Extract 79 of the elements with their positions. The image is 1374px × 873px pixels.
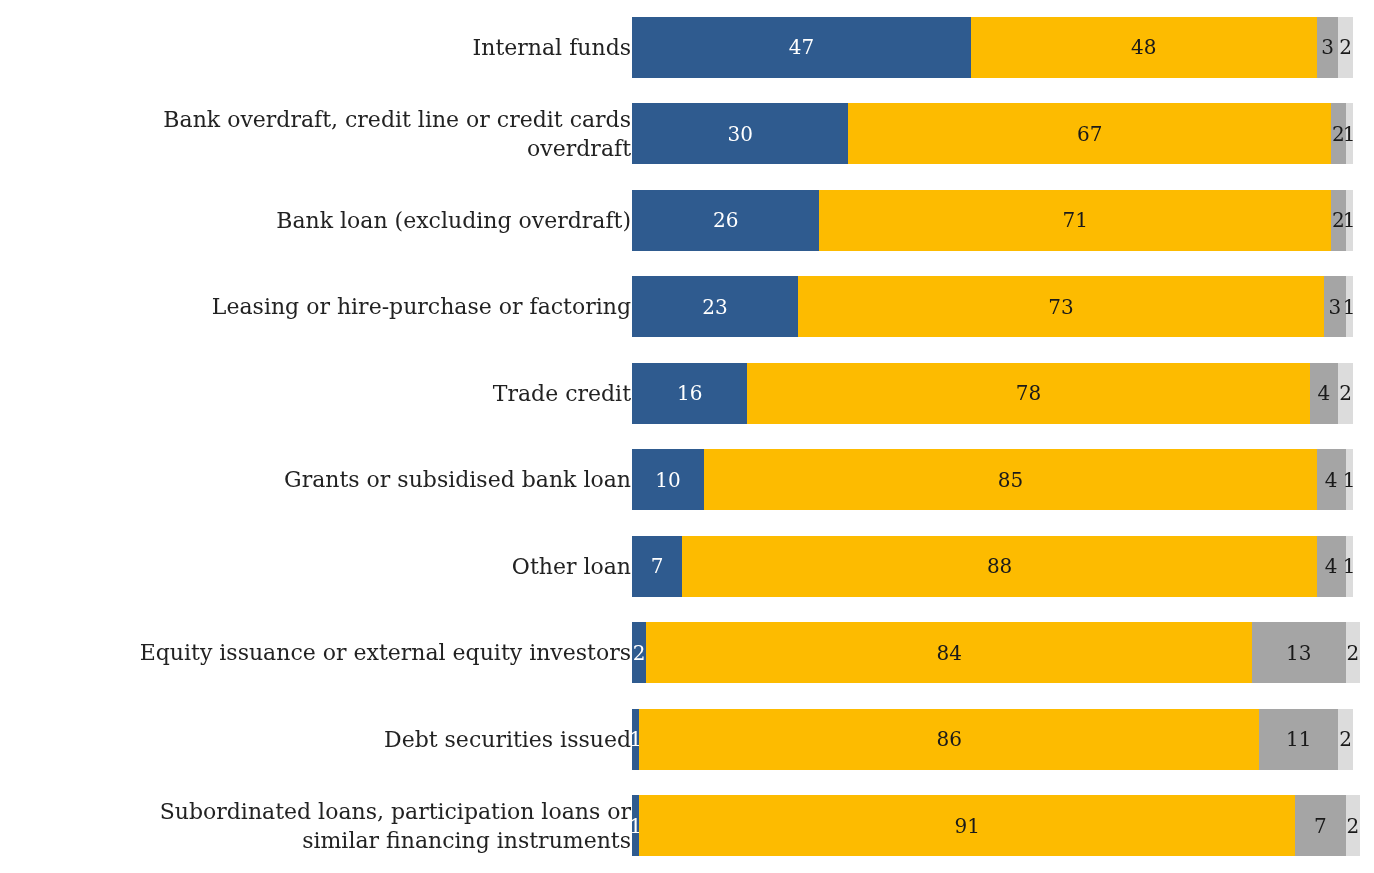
- data-label: 2: [1332, 208, 1345, 233]
- data-label: 1: [629, 813, 642, 838]
- bar: [646, 622, 1252, 684]
- data-label: 2: [1339, 727, 1352, 752]
- data-label: 7: [1313, 813, 1327, 838]
- bar: [848, 103, 1332, 165]
- bar: [632, 362, 748, 424]
- data-label: 23: [702, 294, 728, 319]
- data-label: 88: [986, 554, 1013, 579]
- data-label: 7: [650, 554, 664, 579]
- data-label: 13: [1286, 640, 1312, 665]
- bar: [639, 795, 1296, 857]
- data-label: 4: [1324, 467, 1338, 492]
- data-label: 78: [1015, 381, 1042, 406]
- data-label: 2: [1339, 381, 1352, 406]
- y-tick-label: Internal funds: [472, 34, 631, 60]
- y-tick-label: Bank overdraft, credit line or credit cards overdraft: [163, 107, 632, 161]
- data-label: 11: [1286, 727, 1312, 752]
- y-tick-label: Equity issuance or external equity investors: [139, 640, 631, 666]
- data-label: 1: [1342, 121, 1356, 146]
- bar: [1259, 708, 1339, 770]
- data-label: 16: [676, 381, 703, 406]
- bar: [632, 16, 971, 78]
- data-label: 30: [727, 121, 753, 146]
- bar: [682, 535, 1317, 597]
- bar: [632, 535, 683, 597]
- y-tick-label: Subordinated loans, participation loans or similar financing instruments: [159, 799, 632, 853]
- bar: [797, 276, 1324, 338]
- y-tick-label: Debt securities issued: [384, 726, 631, 752]
- bar: [1316, 16, 1339, 78]
- bar: [704, 449, 1317, 511]
- bar: [1331, 103, 1346, 165]
- bar: [1331, 189, 1346, 251]
- data-label: 86: [936, 727, 962, 752]
- y-tick-label: Leasing or hire-purchase or factoring: [211, 294, 631, 320]
- data-label: 2: [1339, 35, 1352, 60]
- bar: [819, 189, 1332, 251]
- bar: [1295, 795, 1346, 857]
- data-label: 2: [1332, 121, 1345, 146]
- data-label: 67: [1076, 121, 1103, 146]
- bar: [632, 449, 705, 511]
- bar: [1323, 276, 1346, 338]
- data-label: 3: [1328, 294, 1342, 319]
- bar: [1309, 362, 1339, 424]
- bar: [632, 189, 820, 251]
- bar: [1338, 16, 1353, 78]
- data-label: 4: [1317, 381, 1331, 406]
- data-label: 26: [712, 208, 739, 233]
- data-label: 47: [788, 35, 815, 60]
- data-label: 2: [632, 640, 646, 665]
- bar: [1316, 535, 1346, 597]
- data-label: 1: [1342, 208, 1356, 233]
- y-tick-label: Bank loan (excluding overdraft): [276, 207, 631, 233]
- bar: [639, 708, 1260, 770]
- bar: [1251, 622, 1346, 684]
- data-label: 73: [1048, 294, 1074, 319]
- data-label: 10: [655, 467, 681, 492]
- bar: [1316, 449, 1346, 511]
- data-label: 48: [1131, 35, 1157, 60]
- bar: [632, 103, 849, 165]
- data-label: 3: [1321, 35, 1334, 60]
- data-label: 1: [1342, 467, 1356, 492]
- data-label: 1: [1342, 294, 1356, 319]
- data-label: 84: [936, 640, 962, 665]
- y-tick-label: Other loan: [511, 553, 631, 579]
- data-label: 71: [1062, 208, 1089, 233]
- bar: [632, 276, 798, 338]
- y-tick-label: Trade credit: [492, 380, 632, 406]
- data-label: 2: [1346, 813, 1360, 838]
- data-label: 91: [954, 813, 980, 838]
- data-label: 4: [1324, 554, 1338, 579]
- bar: [747, 362, 1310, 424]
- data-label: 85: [997, 467, 1024, 492]
- bar: [1338, 362, 1353, 424]
- data-label: 2: [1346, 640, 1360, 665]
- bar: [970, 16, 1317, 78]
- y-tick-label: Grants or subsidised bank loan: [284, 467, 631, 493]
- data-label: 1: [1342, 554, 1356, 579]
- bar: [1338, 708, 1353, 770]
